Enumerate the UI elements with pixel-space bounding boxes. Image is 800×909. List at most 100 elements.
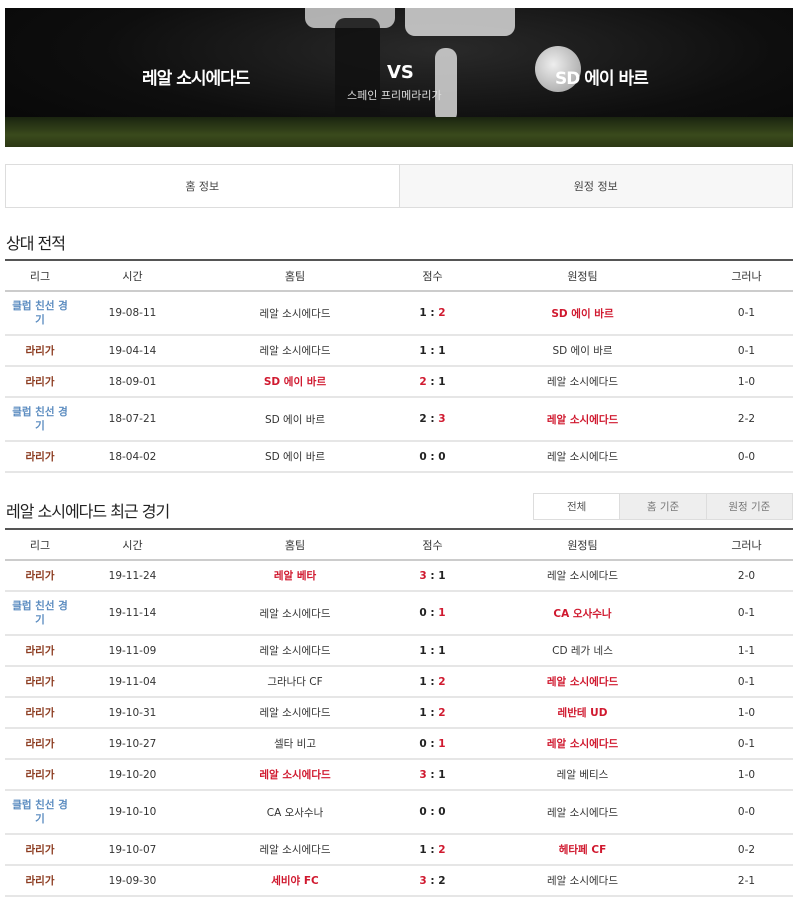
- date-cell: 19-10-07: [75, 834, 190, 866]
- filter-away[interactable]: 원정 기준: [705, 494, 792, 519]
- home-team-cell[interactable]: 레알 소시에다드: [190, 834, 400, 866]
- away-score: 1: [438, 569, 446, 582]
- table-row[interactable]: 라리가 18-09-01 SD 에이 바르 2 : 1 레알 소시에다드 1-0: [5, 366, 793, 398]
- home-score: 0: [419, 806, 427, 818]
- home-team-cell[interactable]: CA 오사수나: [190, 790, 400, 835]
- score-cell: 1 : 2: [400, 666, 465, 698]
- home-score: 0: [419, 450, 427, 463]
- table-row[interactable]: 클럽 친선 경기 18-07-21 SD 에이 바르 2 : 3 레알 소시에다드 2-2: [5, 397, 793, 442]
- table-row[interactable]: 라리가 19-10-27 셀타 비고 0 : 1 레알 소시에다드 0-1: [5, 728, 793, 760]
- table-row[interactable]: 라리가 18-04-02 SD 에이 바르 0 : 0 레알 소시에다드 0-0: [5, 441, 793, 473]
- score-cell: 1 : 2: [400, 291, 465, 336]
- date-cell: 19-10-10: [75, 790, 190, 835]
- info-tabs: 홈 정보 원정 정보: [5, 164, 793, 208]
- table-row[interactable]: 라리가 19-11-09 레알 소시에다드 1 : 1 CD 레가 네스 1-1: [5, 635, 793, 667]
- home-team-cell[interactable]: 셀타 비고: [190, 728, 400, 760]
- home-team-cell[interactable]: 세비야 FC: [190, 865, 400, 897]
- score-separator: :: [426, 806, 439, 818]
- column-header: 원정팀: [465, 529, 700, 561]
- home-team-cell[interactable]: 레알 소시에다드: [190, 291, 400, 336]
- score-separator: :: [426, 307, 439, 319]
- away-score: 2: [438, 843, 446, 856]
- away-team-cell[interactable]: 레반테 UD: [465, 697, 700, 729]
- away-team-cell[interactable]: 레알 소시에다드: [465, 560, 700, 592]
- away-team-cell[interactable]: 레알 소시에다드: [465, 728, 700, 760]
- column-header: 리그: [5, 529, 75, 561]
- league-cell: 라리가: [5, 335, 75, 367]
- halftime-cell: 1-0: [700, 697, 793, 729]
- halftime-cell: 1-0: [700, 759, 793, 791]
- table-row[interactable]: 라리가 19-10-31 레알 소시에다드 1 : 2 레반테 UD 1-0: [5, 697, 793, 729]
- tab-away-info[interactable]: 원정 정보: [398, 165, 792, 207]
- date-cell: 18-09-01: [75, 366, 190, 398]
- column-header: 홈팀: [190, 529, 400, 561]
- table-row[interactable]: 라리가 19-10-07 레알 소시에다드 1 : 2 헤타페 CF 0-2: [5, 834, 793, 866]
- halftime-cell: 0-1: [700, 591, 793, 636]
- away-team-cell[interactable]: CD 레가 네스: [465, 635, 700, 667]
- halftime-cell: 0-1: [700, 291, 793, 336]
- away-team-cell[interactable]: 레알 소시에다드: [465, 790, 700, 835]
- halftime-cell: 0-0: [700, 790, 793, 835]
- home-team-cell[interactable]: 레알 소시에다드: [190, 635, 400, 667]
- home-team-cell[interactable]: 레알 소시에다드: [190, 697, 400, 729]
- home-team-cell[interactable]: 레알 소시에다드: [190, 591, 400, 636]
- column-header: 시간: [75, 529, 190, 561]
- date-cell: 19-10-31: [75, 697, 190, 729]
- table-row[interactable]: 클럽 친선 경기 19-08-11 레알 소시에다드 1 : 2 SD 에이 바르 0-1: [5, 291, 793, 336]
- home-team-cell[interactable]: 그라나다 CF: [190, 666, 400, 698]
- halftime-cell: 1-1: [700, 635, 793, 667]
- date-cell: 19-11-04: [75, 666, 190, 698]
- column-header: 점수: [400, 529, 465, 561]
- table-row[interactable]: 라리가 19-11-24 레알 베타 3 : 1 레알 소시에다드 2-0: [5, 560, 793, 592]
- home-score: 3: [419, 569, 427, 582]
- date-cell: 19-09-30: [75, 865, 190, 897]
- filter-all[interactable]: 전체: [534, 494, 620, 519]
- away-team-cell[interactable]: 레알 베티스: [465, 759, 700, 791]
- away-team-cell[interactable]: 레알 소시에다드: [465, 397, 700, 442]
- date-cell: 18-07-21: [75, 397, 190, 442]
- score-separator: :: [426, 843, 439, 856]
- score-cell: 1 : 2: [400, 834, 465, 866]
- home-score: 1: [419, 706, 427, 719]
- date-cell: 19-04-14: [75, 335, 190, 367]
- table-row[interactable]: 라리가 19-11-04 그라나다 CF 1 : 2 레알 소시에다드 0-1: [5, 666, 793, 698]
- score-separator: :: [426, 706, 439, 719]
- table-row[interactable]: 라리가 19-09-30 세비야 FC 3 : 2 레알 소시에다드 2-1: [5, 865, 793, 897]
- recent-filter: 전체 홈 기준 원정 기준: [533, 493, 793, 520]
- date-cell: 19-10-20: [75, 759, 190, 791]
- away-team-cell[interactable]: 헤타페 CF: [465, 834, 700, 866]
- score-cell: 1 : 2: [400, 697, 465, 729]
- away-team-cell[interactable]: SD 에이 바르: [465, 291, 700, 336]
- recent-table: 리그 시간 홈팀 점수 원정팀 그러나 라리가 19-11-24 레알 베타 3 : 1 레알 소시…: [5, 528, 793, 897]
- away-score: 0: [438, 806, 446, 818]
- table-row[interactable]: 클럽 친선 경기 19-10-10 CA 오사수나 0 : 0 레알 소시에다드 0-0: [5, 790, 793, 835]
- home-team-cell[interactable]: SD 에이 바르: [190, 366, 400, 398]
- table-row[interactable]: 클럽 친선 경기 19-11-14 레알 소시에다드 0 : 1 CA 오사수나 0-1: [5, 591, 793, 636]
- away-team-cell[interactable]: 레알 소시에다드: [465, 366, 700, 398]
- table-row[interactable]: 라리가 19-04-14 레알 소시에다드 1 : 1 SD 에이 바르 0-1: [5, 335, 793, 367]
- away-team-cell[interactable]: 레알 소시에다드: [465, 666, 700, 698]
- home-team-cell[interactable]: SD 에이 바르: [190, 441, 400, 473]
- table-row[interactable]: 라리가 19-10-20 레알 소시에다드 3 : 1 레알 베티스 1-0: [5, 759, 793, 791]
- vs-label: VS: [387, 62, 414, 83]
- date-cell: 19-10-27: [75, 728, 190, 760]
- filter-home[interactable]: 홈 기준: [619, 494, 706, 519]
- away-team-cell[interactable]: SD 에이 바르: [465, 335, 700, 367]
- score-separator: :: [426, 737, 439, 750]
- home-team-cell[interactable]: 레알 베타: [190, 560, 400, 592]
- match-banner: 레알 소시에다드 VS 스페인 프리메라리가 SD 에이 바르: [5, 8, 793, 147]
- home-team-cell[interactable]: 레알 소시에다드: [190, 759, 400, 791]
- home-score: 3: [419, 874, 427, 887]
- home-team-cell[interactable]: 레알 소시에다드: [190, 335, 400, 367]
- away-team-cell[interactable]: CA 오사수나: [465, 591, 700, 636]
- score-cell: 0 : 0: [400, 790, 465, 835]
- column-header: 그러나: [700, 260, 793, 292]
- away-score: 1: [438, 375, 446, 388]
- tab-home-info[interactable]: 홈 정보: [185, 180, 220, 193]
- home-team-cell[interactable]: SD 에이 바르: [190, 397, 400, 442]
- away-score: 2: [438, 675, 446, 688]
- away-team-cell[interactable]: 레알 소시에다드: [465, 865, 700, 897]
- home-score: 1: [419, 344, 427, 357]
- date-cell: 19-08-11: [75, 291, 190, 336]
- away-team-cell[interactable]: 레알 소시에다드: [465, 441, 700, 473]
